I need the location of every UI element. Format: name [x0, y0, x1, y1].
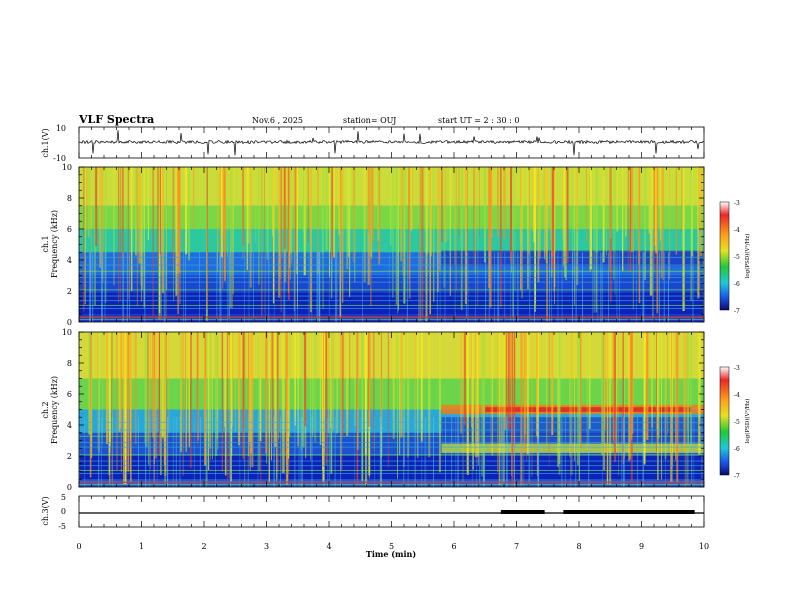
ch1-spectrogram-panel: 0 2 4 6 8 10 ch.1 Frequency (kHz) — [41, 163, 705, 327]
x-tick-label: 5 — [389, 542, 394, 551]
ch1-spec-ylabel-b: Frequency (kHz) — [50, 210, 59, 278]
cb2-label: log(PSD)(V²/Hz) — [744, 399, 751, 444]
freq-tick-label: 10 — [62, 328, 72, 337]
x-tick-label: 6 — [451, 542, 456, 551]
freq-tick-label: 8 — [67, 194, 72, 203]
freq-tick-label: 0 — [67, 483, 72, 492]
x-tick-label: 2 — [201, 542, 206, 551]
ch1-waveform-panel: 10 -10 ch.1(V) — [41, 124, 705, 163]
freq-tick-label: 4 — [67, 256, 72, 265]
x-tick-label: 9 — [639, 542, 644, 551]
x-tick-label: 3 — [264, 542, 269, 551]
cb1-tick: -5 — [734, 254, 740, 261]
x-tick-label: 10 — [699, 542, 709, 551]
freq-tick-label: 0 — [67, 318, 72, 327]
ch3-bold-segment — [500, 510, 545, 514]
cb1-tick: -6 — [734, 281, 740, 288]
ch3-bold-segment — [563, 510, 695, 514]
cb1-label: log(PSD)(V²/Hz) — [744, 234, 751, 279]
ch3-ytick: 5 — [61, 493, 66, 502]
cb2-tick: -5 — [734, 419, 740, 426]
cb1-tick: -7 — [734, 308, 740, 315]
freq-tick-label: 2 — [67, 452, 72, 461]
freq-tick-label: 6 — [67, 225, 72, 234]
colorbar-1: -3 -4 -5 -6 -7 log(PSD)(V²/Hz) — [719, 200, 751, 315]
ch3-ylabel: ch.3(V) — [41, 496, 50, 525]
ch2-spec-ylabel-a: ch.2 — [41, 401, 50, 418]
x-tick-label: 4 — [326, 542, 331, 551]
cb2-tick: -4 — [734, 392, 740, 399]
ch3-ytick: 0 — [61, 507, 66, 516]
x-axis-label: Time (min) — [366, 549, 416, 559]
station-label: station= OUJ — [343, 116, 396, 125]
freq-tick-label: 2 — [67, 287, 72, 296]
x-tick-label: 0 — [76, 542, 81, 551]
x-axis-ticks — [78, 127, 705, 527]
chart-title: VLF Spectra — [78, 113, 154, 126]
x-axis-tick-labels: 0 1 2 3 4 5 6 7 8 9 10 — [76, 542, 709, 551]
cb2-tick: -3 — [734, 365, 740, 372]
freq-tick-label: 4 — [67, 421, 72, 430]
ch1-spec-ylabel-a: ch.1 — [41, 235, 50, 252]
ch1-ylabel: ch.1(V) — [41, 128, 50, 157]
ch3-panel: 5 0 -5 ch.3(V) — [41, 493, 705, 531]
date-label: Nov.6 , 2025 — [252, 116, 303, 125]
cb1-tick: -3 — [734, 200, 740, 207]
x-tick-label: 7 — [514, 542, 519, 551]
ch2-spec-ylabel-b: Frequency (kHz) — [50, 376, 59, 444]
freq-tick-label: 6 — [67, 390, 72, 399]
freq-tick-label: 10 — [62, 163, 72, 172]
cb2-tick: -6 — [734, 446, 740, 453]
ch1-ytick-bottom: -10 — [53, 154, 66, 163]
start-time-label: start UT = 2 : 30 : 0 — [438, 116, 519, 125]
ch3-ytick: -5 — [58, 522, 66, 531]
colorbar-2: -3 -4 -5 -6 -7 log(PSD)(V²/Hz) — [719, 365, 751, 480]
freq-tick-label: 8 — [67, 359, 72, 368]
ch1-ytick-top: 10 — [56, 124, 66, 133]
ch1-waveform-line — [78, 130, 705, 156]
x-tick-label: 8 — [576, 542, 581, 551]
x-tick-label: 1 — [139, 542, 144, 551]
ch2-spectrogram-panel: 0 2 4 6 8 10 ch.2 Frequency (kHz) — [41, 328, 705, 492]
cb2-tick: -7 — [734, 473, 740, 480]
cb1-tick: -4 — [734, 227, 740, 234]
